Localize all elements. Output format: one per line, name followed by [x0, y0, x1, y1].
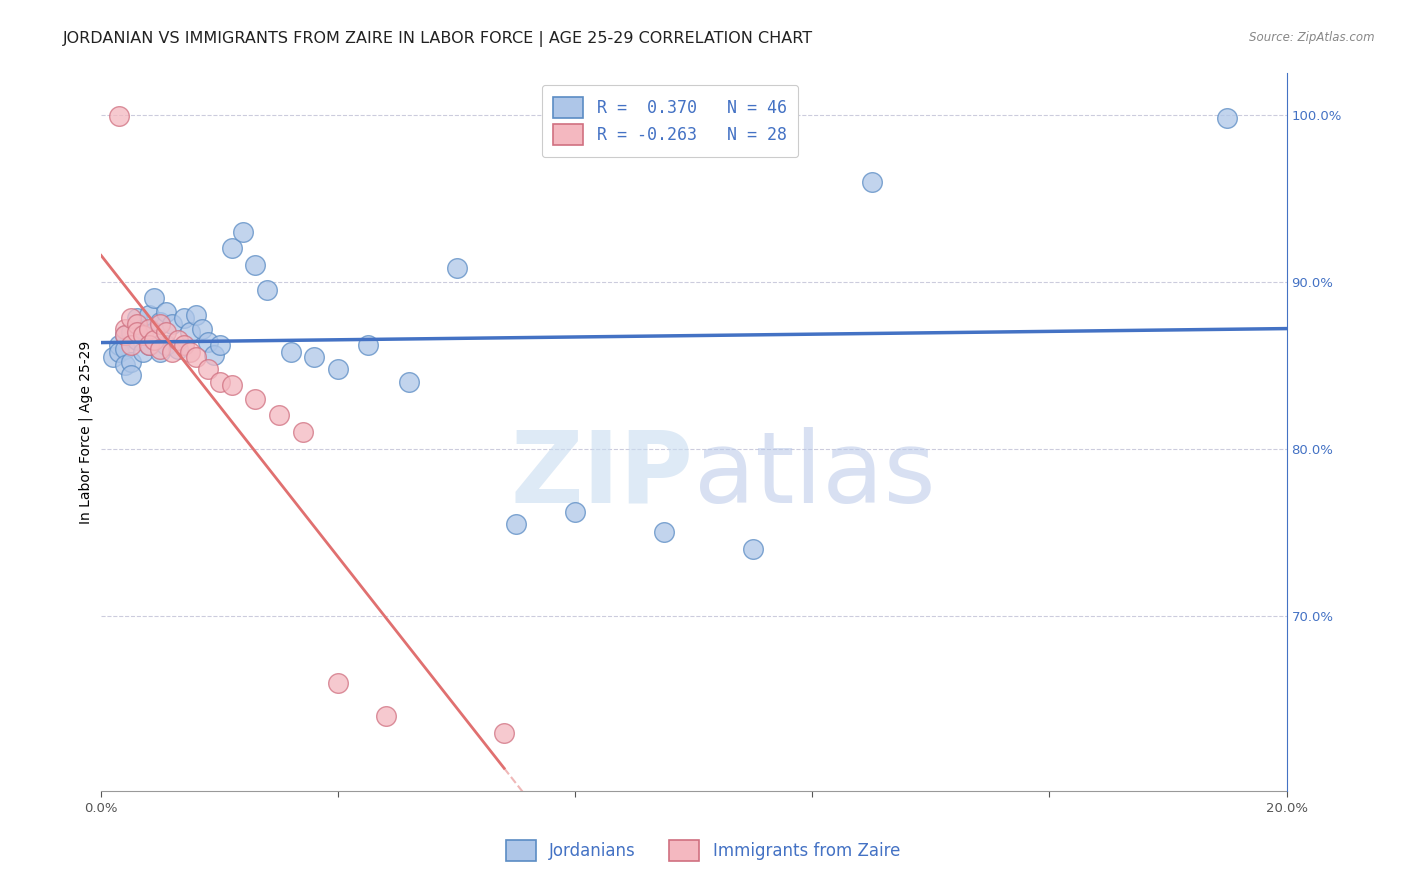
Point: [197, 361, 219, 376]
Point: [860, 175, 883, 189]
Y-axis label: In Labor Force | Age 25-29: In Labor Force | Age 25-29: [79, 341, 93, 524]
Point: [221, 378, 243, 392]
Point: [155, 305, 177, 319]
Point: [131, 328, 153, 343]
Point: [167, 333, 190, 347]
Point: [114, 328, 136, 343]
Point: [564, 505, 586, 519]
Point: [138, 338, 160, 352]
Point: [114, 321, 136, 335]
Text: Source: ZipAtlas.com: Source: ZipAtlas.com: [1250, 31, 1375, 45]
Point: [267, 409, 290, 423]
Point: [179, 325, 201, 339]
Point: [114, 328, 136, 343]
Point: [167, 342, 190, 356]
Text: ZIP: ZIP: [510, 426, 693, 524]
Point: [494, 725, 516, 739]
Point: [108, 338, 131, 352]
Point: [221, 241, 243, 255]
Point: [505, 516, 527, 531]
Point: [184, 350, 207, 364]
Point: [291, 425, 314, 439]
Point: [143, 333, 166, 347]
Point: [184, 308, 207, 322]
Point: [120, 368, 142, 383]
Point: [120, 355, 142, 369]
Text: JORDANIAN VS IMMIGRANTS FROM ZAIRE IN LABOR FORCE | AGE 25-29 CORRELATION CHART: JORDANIAN VS IMMIGRANTS FROM ZAIRE IN LA…: [63, 31, 814, 47]
Point: [125, 333, 148, 347]
Point: [131, 345, 153, 359]
Point: [245, 392, 267, 406]
Point: [143, 325, 166, 339]
Point: [114, 342, 136, 356]
Point: [245, 258, 267, 272]
Point: [208, 375, 231, 389]
Point: [101, 350, 124, 364]
Point: [120, 325, 142, 339]
Point: [652, 525, 675, 540]
Text: atlas: atlas: [693, 426, 935, 524]
Point: [179, 345, 201, 359]
Point: [125, 317, 148, 331]
Legend: R =  0.370   N = 46, R = -0.263   N = 28: R = 0.370 N = 46, R = -0.263 N = 28: [541, 85, 799, 157]
Point: [114, 358, 136, 372]
Point: [398, 375, 420, 389]
Point: [357, 338, 380, 352]
Point: [173, 311, 195, 326]
Point: [149, 317, 172, 331]
Point: [131, 321, 153, 335]
Point: [1216, 111, 1239, 125]
Point: [256, 283, 278, 297]
Point: [374, 709, 396, 723]
Point: [125, 311, 148, 326]
Point: [197, 334, 219, 349]
Point: [120, 338, 142, 352]
Point: [173, 338, 195, 352]
Point: [149, 315, 172, 329]
Point: [232, 225, 254, 239]
Point: [143, 292, 166, 306]
Point: [446, 261, 468, 276]
Legend: Jordanians, Immigrants from Zaire: Jordanians, Immigrants from Zaire: [499, 833, 907, 868]
Point: [149, 345, 172, 359]
Point: [138, 338, 160, 352]
Point: [149, 342, 172, 356]
Point: [328, 361, 350, 376]
Point: [108, 345, 131, 359]
Point: [191, 321, 214, 335]
Point: [155, 338, 177, 352]
Point: [304, 350, 326, 364]
Point: [280, 345, 302, 359]
Point: [202, 348, 225, 362]
Point: [138, 321, 160, 335]
Point: [155, 325, 177, 339]
Point: [328, 675, 350, 690]
Point: [108, 109, 131, 123]
Point: [120, 311, 142, 326]
Point: [160, 345, 183, 359]
Point: [208, 338, 231, 352]
Point: [138, 308, 160, 322]
Point: [160, 317, 183, 331]
Point: [125, 325, 148, 339]
Point: [742, 541, 765, 556]
